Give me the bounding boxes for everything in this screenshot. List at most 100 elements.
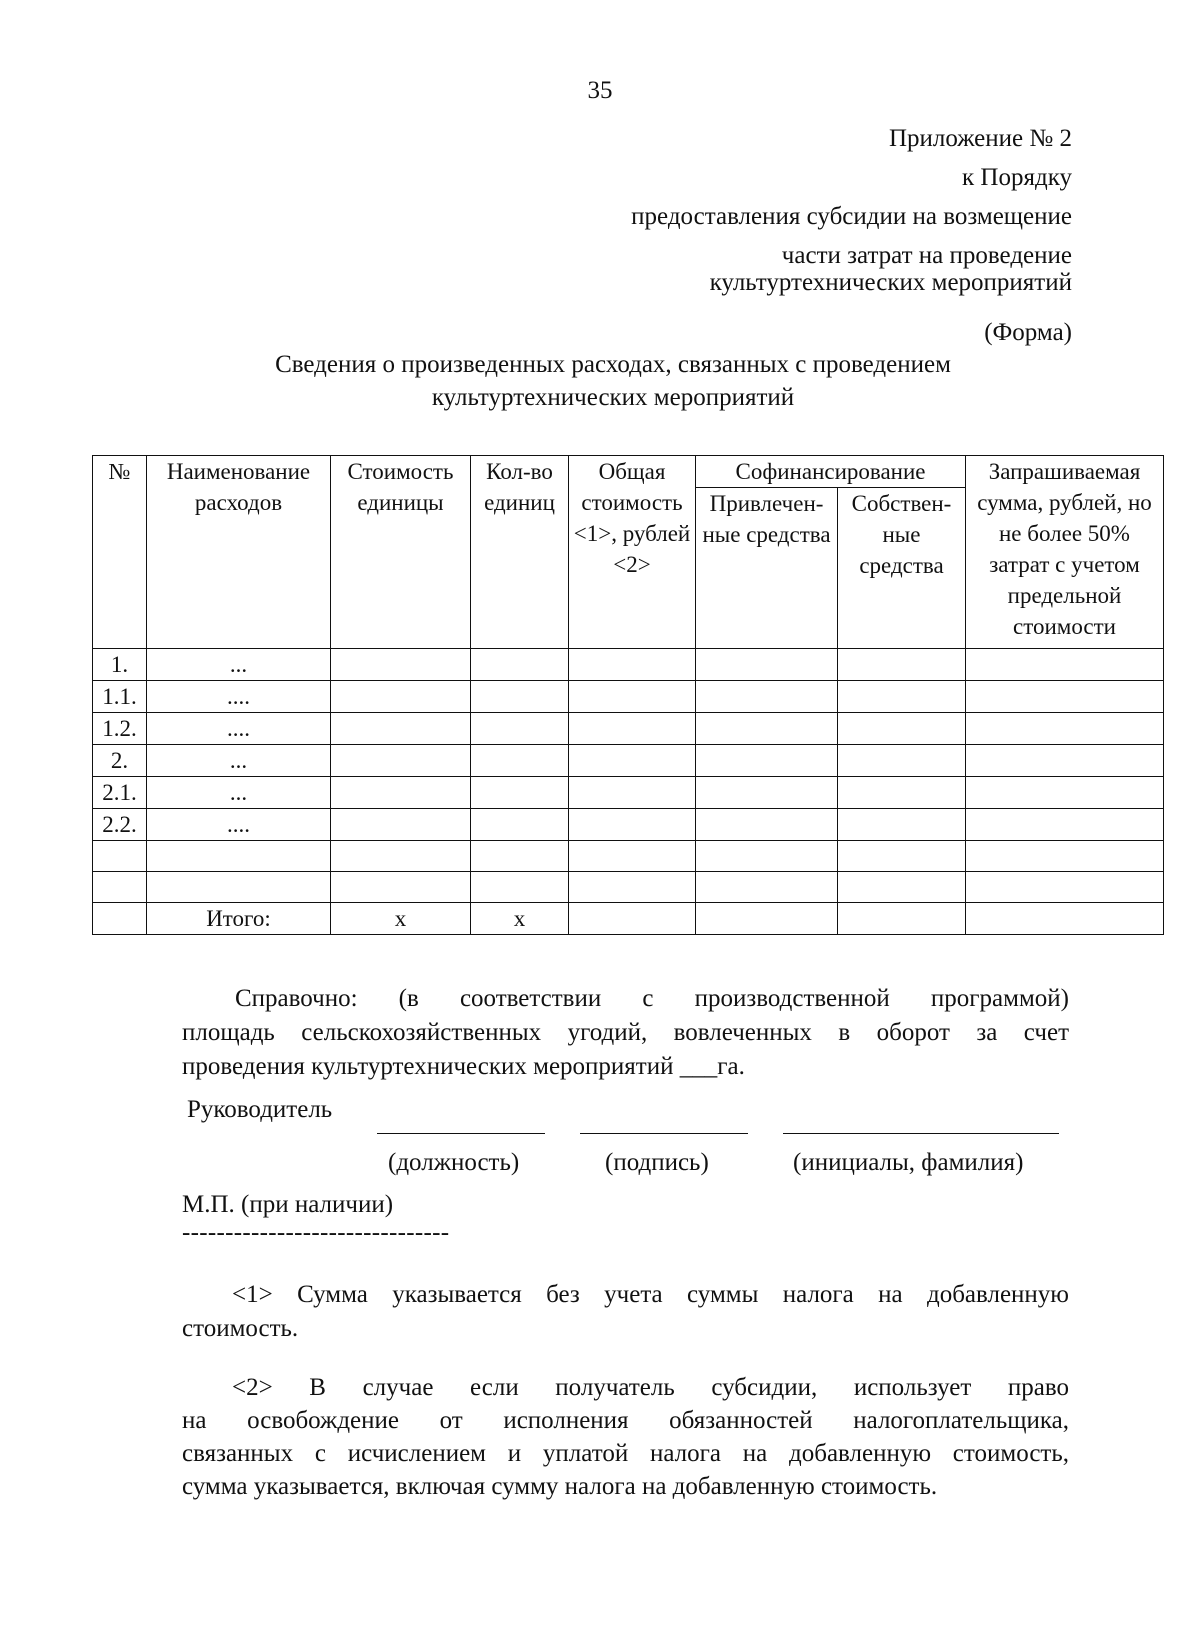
cell <box>965 871 1164 903</box>
cell <box>695 840 838 872</box>
appendix-line: к Порядку <box>962 164 1072 191</box>
cell <box>330 840 471 872</box>
table-row: 1.2..... <box>92 712 1164 745</box>
table-row: 2.1.... <box>92 776 1164 809</box>
total-unit-cost: x <box>330 902 471 935</box>
cell <box>330 712 471 745</box>
page-number: 35 <box>587 77 613 104</box>
header-cofinancing: Софинансирование <box>695 455 966 488</box>
header-num: № <box>92 455 147 649</box>
row-number: 2. <box>92 744 147 777</box>
footnote-line: <2> В случае если получатель субсидии, и… <box>232 1374 1069 1401</box>
form-label: (Форма) <box>984 319 1072 346</box>
cell <box>695 680 838 713</box>
cell <box>965 902 1164 935</box>
cell <box>330 776 471 809</box>
header-attracted: Привлечен-ные средства <box>695 487 838 649</box>
table-row <box>92 840 1164 872</box>
header-total: Общая стоимость <1>, рублей <2> <box>568 455 696 649</box>
stamp-label: М.П. (при наличии) <box>182 1191 394 1218</box>
expenses-table: № Наименование расходов Стоимость единиц… <box>92 455 1164 935</box>
name-line <box>783 1133 1059 1134</box>
cell <box>470 712 569 745</box>
header-qty: Кол-во единиц <box>470 455 569 649</box>
cell <box>837 840 966 872</box>
cell <box>837 776 966 809</box>
cell <box>470 871 569 903</box>
footnote-line: связанных с исчислением и уплатой налога… <box>182 1440 1069 1467</box>
cell <box>837 902 966 935</box>
cell <box>470 840 569 872</box>
row-name: ... <box>146 744 331 777</box>
header-name: Наименование расходов <box>146 455 331 649</box>
cell <box>470 648 569 681</box>
appendix-line: Приложение № 2 <box>888 125 1072 152</box>
cell <box>330 680 471 713</box>
row-name: ... <box>146 776 331 809</box>
cell <box>568 744 696 777</box>
cell <box>568 871 696 903</box>
name-caption: (инициалы, фамилия) <box>793 1149 1024 1176</box>
cell <box>568 648 696 681</box>
footnote-line: <1> Сумма указывается без учета суммы на… <box>232 1281 1069 1308</box>
cell <box>965 776 1164 809</box>
total-row: Итого: x x <box>92 902 1164 935</box>
cell <box>695 744 838 777</box>
row-number: 2.1. <box>92 776 147 809</box>
cell <box>330 871 471 903</box>
header-own: Собствен-ные средства <box>837 487 966 649</box>
position-line <box>377 1133 545 1134</box>
cell <box>92 902 147 935</box>
cell <box>470 744 569 777</box>
cell <box>568 680 696 713</box>
cell <box>965 840 1164 872</box>
cell <box>837 744 966 777</box>
doc-title-line2: культуртехнических мероприятий <box>431 384 795 411</box>
table-row: 1.... <box>92 648 1164 681</box>
row-name <box>146 840 331 872</box>
table-row: 1.1..... <box>92 680 1164 713</box>
total-qty: x <box>470 902 569 935</box>
cell <box>568 808 696 841</box>
cell <box>837 871 966 903</box>
row-name <box>146 871 331 903</box>
cell <box>330 744 471 777</box>
cell <box>837 648 966 681</box>
signature-line <box>580 1133 748 1134</box>
cell <box>837 712 966 745</box>
row-name: .... <box>146 680 331 713</box>
signature-caption: (подпись) <box>605 1149 709 1176</box>
cell <box>695 648 838 681</box>
head-label: Руководитель <box>187 1096 333 1123</box>
cell <box>965 808 1164 841</box>
cell <box>330 808 471 841</box>
reference-line: площадь сельскохозяйственных угодий, вов… <box>182 1019 1069 1046</box>
cell <box>695 712 838 745</box>
row-name: ... <box>146 648 331 681</box>
header-unit-cost: Стоимость единицы <box>330 455 471 649</box>
cell <box>695 871 838 903</box>
table-row <box>92 871 1164 903</box>
cell <box>965 712 1164 745</box>
row-number: 2.2. <box>92 808 147 841</box>
reference-line: Справочно: (в соответствии с производств… <box>235 985 1069 1012</box>
table-row: 2.2..... <box>92 808 1164 841</box>
cell <box>965 744 1164 777</box>
doc-title-line1: Сведения о произведенных расходах, связа… <box>275 351 951 378</box>
cell <box>470 680 569 713</box>
cell <box>837 680 966 713</box>
row-number <box>92 840 147 872</box>
reference-line: проведения культуртехнических мероприяти… <box>182 1053 745 1080</box>
row-number <box>92 871 147 903</box>
cell <box>965 680 1164 713</box>
row-number: 1. <box>92 648 147 681</box>
footnote-separator: ------------------------------- <box>182 1219 450 1246</box>
footnote-line: на освобождение от исполнения обязанност… <box>182 1407 1069 1434</box>
cell <box>568 712 696 745</box>
appendix-line: культуртехнических мероприятий <box>709 269 1072 296</box>
cell <box>695 808 838 841</box>
footnote-line: сумма указывается, включая сумму налога … <box>182 1473 938 1500</box>
cell <box>568 776 696 809</box>
cell <box>837 808 966 841</box>
row-name: .... <box>146 712 331 745</box>
